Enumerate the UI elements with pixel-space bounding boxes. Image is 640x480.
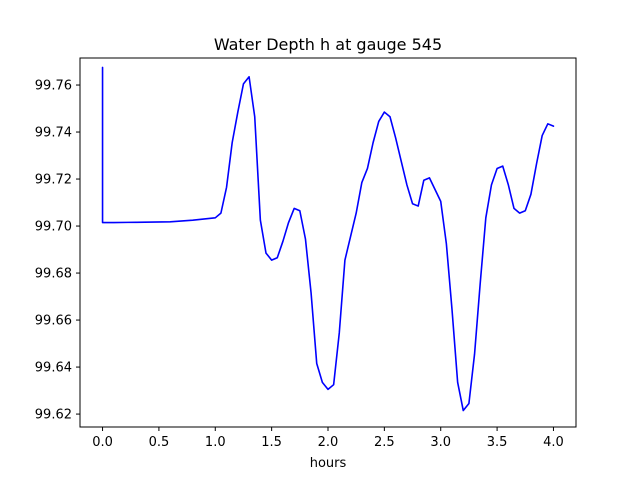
y-tick-label: 99.62 [35,408,72,423]
x-axis-label: hours [310,456,347,471]
x-tick-label: 1.5 [261,435,282,450]
x-tick-label: 1.0 [205,435,226,450]
plot-area: 0.0 0.5 1.0 1.5 2.0 2.5 3.0 3.5 4.0 99.62 99.64 99.… [35,57,577,450]
y-tick-label: 99.70 [35,220,72,235]
x-tick-label: 4.0 [543,435,564,450]
x-tick-label: 0.0 [92,435,113,450]
series-line-0 [101,66,555,412]
y-tick-label: 99.64 [35,361,72,376]
y-tick-label: 99.76 [35,79,72,94]
x-tick-label: 2.0 [318,435,339,450]
y-tick-label: 99.72 [35,173,72,188]
x-tick-label: 0.5 [149,435,170,450]
y-tick-label: 99.74 [35,126,72,141]
chart-title: Water Depth h at gauge 545 [214,35,442,54]
x-tick-label: 2.5 [374,435,395,450]
y-tick-label: 99.66 [35,314,72,329]
x-tick-label: 3.0 [430,435,451,450]
x-tick-label: 3.5 [487,435,508,450]
y-tick-label: 99.68 [35,267,72,282]
